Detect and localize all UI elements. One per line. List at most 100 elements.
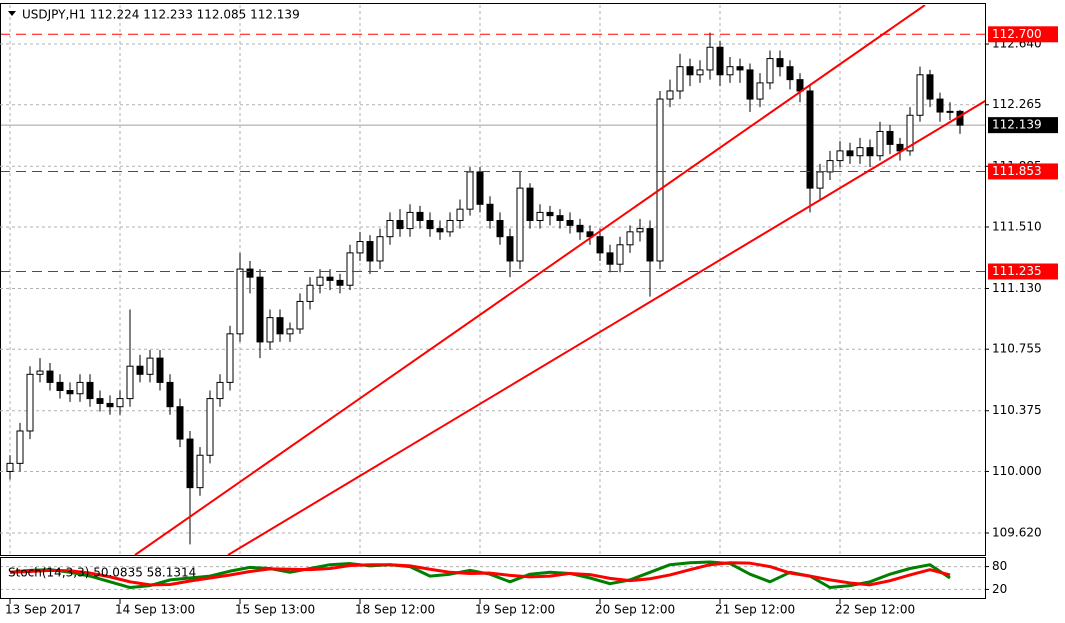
trend-line [227,99,985,555]
trend-line [134,5,926,555]
candle-body [806,90,814,189]
candle-body [846,150,854,157]
candle-body [166,381,174,408]
y-tick-label: 110.755 [992,342,1042,356]
candle-body [416,211,424,221]
indicator-title: Stoch(14,3,3) 50.0835 58.1314 [8,566,196,580]
candle-body [886,130,894,145]
candle-body [526,187,534,221]
x-tick-label: 13 Sep 2017 [5,603,81,617]
candle-body [106,402,114,408]
candle-body [496,219,504,238]
candle-body [776,58,784,68]
candle-body [356,241,364,254]
level-label-box [988,263,1058,280]
candle-body [506,236,514,262]
candle-body [786,66,794,81]
candle-body [76,381,84,395]
candle-body [476,171,484,205]
x-tick-label: 22 Sep 12:00 [835,603,915,617]
candle-body [366,241,374,262]
candle-body [756,82,764,100]
candle-body [126,365,134,400]
candle-body [206,398,214,456]
candle-body [276,317,284,335]
candle-body [736,66,744,71]
candle-body [336,279,344,286]
candle-body [286,328,294,335]
candle-body [176,406,184,440]
candle-body [766,58,774,84]
candle-body [866,147,874,157]
candle-body [326,276,334,281]
candle-body [926,74,934,100]
y-tick-label: 112.265 [992,97,1042,111]
candle-body [826,160,834,173]
candle-body [216,381,224,400]
y-tick-label: 110.000 [992,464,1042,478]
candle-body [636,228,644,233]
candle-body [436,228,444,233]
candle-body [726,66,734,76]
candle-body [816,171,824,189]
candle-body [226,333,234,383]
candle-body [156,357,164,383]
candle-body [556,215,564,221]
candle-body [386,219,394,238]
candle-body [666,90,674,100]
candle-body [236,268,244,335]
candle-body [536,211,544,221]
candle-body [46,370,54,383]
candle-body [566,219,574,226]
x-tick-label: 19 Sep 12:00 [475,603,555,617]
plot-area [1,5,985,555]
candle-body [296,300,304,330]
y-tick-label: 111.130 [992,281,1042,295]
candle-body [486,203,494,221]
candle-body [86,381,94,400]
level-label-box [988,26,1058,43]
x-tick-label: 21 Sep 12:00 [715,603,795,617]
level-label: 112.700 [992,27,1042,41]
candle-body [906,114,914,152]
candle-body [306,284,314,302]
candle-body [856,147,864,157]
y-tick-label: 109.620 [992,525,1042,539]
candle-body [376,236,384,262]
x-tick-label: 18 Sep 12:00 [355,603,435,617]
candle-body [246,268,254,278]
candle-body [136,365,144,375]
y-tick-label: 111.510 [992,219,1042,233]
candle-body [426,219,434,230]
candle-body [466,171,474,210]
candle-body [796,79,804,92]
candle-body [346,252,354,286]
candle-body [186,438,194,489]
candle-body [196,454,204,489]
candle-body [606,252,614,265]
candle-body [616,244,624,265]
candle-body [836,150,844,162]
chart-title: USDJPY,H1 112.224 112.233 112.085 112.13… [22,8,300,22]
candle-body [396,219,404,230]
candle-body [696,69,704,76]
axes: 112.640112.265111.885111.510111.130110.7… [5,26,1058,617]
main-frame [0,3,986,556]
candle-body [936,98,944,113]
candle-body [746,69,754,100]
candle-body [946,110,954,113]
level-label-box [988,163,1058,180]
candle-body [456,208,464,221]
level-label: 111.853 [992,164,1042,178]
candle-body [36,370,44,375]
candle-body [406,211,414,230]
candle-body [516,187,524,262]
candle-body [256,276,264,343]
indicator-area [1,560,985,590]
candle-body [26,373,34,432]
candle-body [66,390,74,395]
menu-triangle[interactable] [8,11,16,16]
candle-body [576,224,584,233]
candle-body [656,98,664,262]
